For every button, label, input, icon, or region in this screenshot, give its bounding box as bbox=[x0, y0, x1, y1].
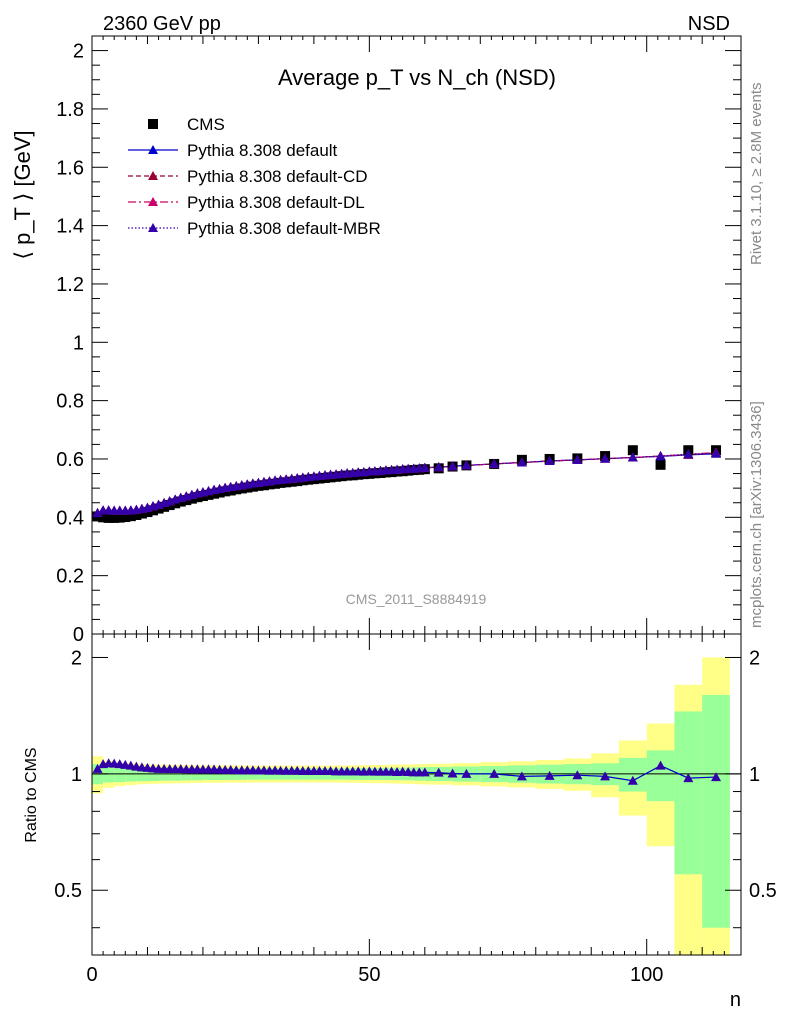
x-tick-label: 50 bbox=[358, 964, 380, 986]
legend-marker bbox=[148, 197, 158, 206]
y-tick-label: 0.6 bbox=[56, 449, 84, 471]
series-marker-4 bbox=[711, 448, 722, 458]
analysis-watermark: CMS_2011_S8884919 bbox=[346, 591, 487, 607]
uncertainty-band-inner bbox=[646, 750, 675, 802]
y-axis-label: ⟨ p_T ⟩ [GeV] bbox=[10, 130, 35, 259]
main-panel: 0 0.2 0.4 0.6 0.8 1 1.2 1.4 1.6 1.8 2 ⟨ p_T ⟩ [GeV]… bbox=[10, 35, 742, 646]
legend-marker-cms bbox=[148, 119, 158, 129]
ratio-axis-label: Ratio to CMS bbox=[23, 747, 40, 842]
ratio-marker bbox=[419, 767, 430, 777]
y-tick-label: 0 bbox=[73, 624, 84, 646]
legend-label: Pythia 8.308 default-CD bbox=[187, 167, 368, 186]
cms-point bbox=[98, 512, 109, 523]
legend-label: Pythia 8.308 default-MBR bbox=[187, 219, 381, 238]
ratio-marker bbox=[461, 768, 472, 778]
legend-label: Pythia 8.308 default-DL bbox=[187, 193, 365, 212]
y-tick-label-right: 0.5 bbox=[749, 880, 777, 902]
ratio-marker bbox=[683, 773, 694, 783]
y-tick-label: 0.4 bbox=[56, 507, 84, 529]
series-marker-4 bbox=[572, 454, 583, 464]
cms-point bbox=[627, 445, 638, 456]
y-tick-label: 2 bbox=[71, 647, 82, 669]
y-tick-label: 1.6 bbox=[56, 157, 84, 179]
mcplots-label: mcplots.cern.ch [arXiv:1306.3436] bbox=[748, 401, 765, 628]
collision-energy-label: 2360 GeV pp bbox=[103, 13, 221, 35]
ratio-marker bbox=[489, 768, 500, 778]
legend-marker bbox=[148, 145, 158, 154]
ratio-marker bbox=[655, 760, 666, 770]
series-marker-4 bbox=[433, 462, 444, 472]
cms-point bbox=[131, 509, 142, 520]
x-axis-label: n bbox=[730, 989, 741, 1011]
legend-marker bbox=[148, 171, 158, 180]
legend-label: CMS bbox=[187, 115, 225, 134]
ratio-marker bbox=[711, 772, 722, 782]
cms-point bbox=[136, 508, 147, 519]
series-marker-4 bbox=[447, 461, 458, 471]
series-marker-4 bbox=[92, 507, 103, 517]
y-tick-label: 1.2 bbox=[56, 274, 84, 296]
ratio-marker bbox=[600, 771, 611, 781]
cms-point bbox=[109, 512, 120, 523]
x-tick-label: 100 bbox=[630, 964, 663, 986]
cms-point bbox=[114, 512, 125, 523]
cms-point bbox=[103, 512, 114, 523]
series-marker-4 bbox=[544, 456, 555, 466]
series-marker-4 bbox=[461, 460, 472, 470]
legend-marker bbox=[148, 223, 158, 232]
series-marker-4 bbox=[489, 458, 500, 468]
y-tick-label-right: 1 bbox=[749, 764, 760, 786]
y-tick-label: 1.4 bbox=[56, 216, 84, 238]
series-marker-4 bbox=[419, 462, 430, 472]
rivet-label: Rivet 3.1.10, ≥ 2.8M events bbox=[748, 83, 765, 266]
cms-point bbox=[125, 511, 136, 522]
ratio-panel: 0 50 100 n 0.5 0.5 1 1 2 2 Ratio to CMS bbox=[23, 633, 777, 1011]
cms-point bbox=[142, 507, 153, 518]
ratio-marker bbox=[92, 763, 103, 773]
ratio-marker bbox=[433, 767, 444, 777]
uncertainty-band-inner bbox=[674, 711, 703, 875]
uncertainty-band-inner bbox=[702, 694, 730, 928]
y-tick-label: 2 bbox=[73, 41, 84, 63]
y-tick-label: 0.5 bbox=[54, 880, 82, 902]
ratio-frame bbox=[91, 633, 742, 956]
y-tick-label: 0.2 bbox=[56, 566, 84, 588]
y-tick-label-right: 2 bbox=[749, 647, 760, 669]
y-tick-label: 1 bbox=[73, 332, 84, 354]
series-marker-4 bbox=[516, 457, 527, 467]
y-tick-label: 0.8 bbox=[56, 391, 84, 413]
ratio-marker bbox=[516, 771, 527, 781]
y-tick-label: 1 bbox=[71, 764, 82, 786]
ratio-marker bbox=[447, 768, 458, 778]
x-tick-label: 0 bbox=[86, 964, 97, 986]
ratio-marker bbox=[544, 770, 555, 780]
ratio-marker bbox=[627, 775, 638, 785]
series-marker-4 bbox=[600, 453, 611, 463]
chart-title: Average p_T vs N_ch (NSD) bbox=[278, 65, 556, 90]
series-marker-4 bbox=[655, 451, 666, 461]
series-marker-4 bbox=[627, 452, 638, 462]
legend-label: Pythia 8.308 default bbox=[187, 141, 338, 160]
process-label: NSD bbox=[688, 13, 730, 35]
cms-point bbox=[148, 505, 159, 516]
cms-point bbox=[655, 459, 666, 470]
ratio-marker bbox=[572, 770, 583, 780]
uncertainty-band-inner bbox=[618, 757, 647, 792]
y-tick-label: 1.8 bbox=[56, 99, 84, 121]
series-marker-4 bbox=[683, 449, 694, 459]
cms-point bbox=[120, 512, 131, 523]
